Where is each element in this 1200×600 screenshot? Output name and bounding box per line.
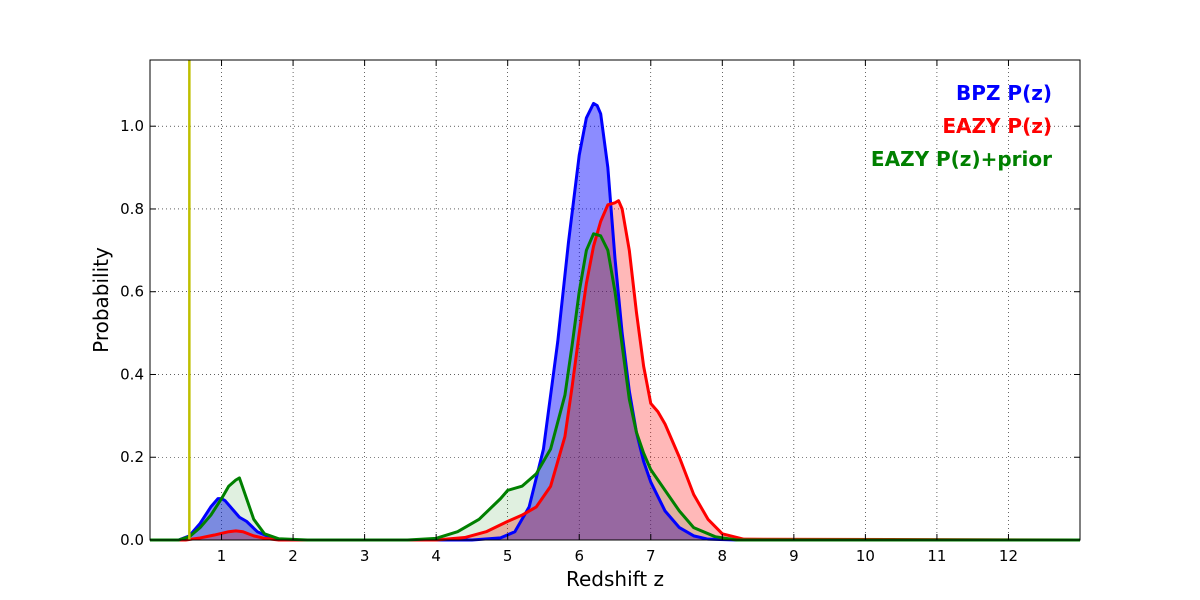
series-fill-1 [150, 200, 1080, 540]
legend-entry-bpz: BPZ P(z) [956, 81, 1052, 105]
series-fill-2 [150, 233, 1080, 541]
series-fills [150, 103, 1080, 541]
legend-entry-eazy: EAZY P(z) [942, 114, 1052, 138]
y-tick-label: 0.8 [120, 200, 144, 218]
y-tick-label: 0.4 [120, 365, 144, 383]
plot-frame [149, 59, 1081, 541]
legend-entry-eazy-prior: EAZY P(z)+prior [871, 147, 1052, 171]
x-tick-label: 4 [431, 547, 441, 565]
series-line-0 [150, 101, 1080, 542]
y-tick-label: 0.6 [120, 283, 144, 301]
x-tick-label: 5 [503, 547, 513, 565]
x-tick-label: 3 [360, 547, 370, 565]
ticks: 1 2 3 4 5 6 7 8 9 10 11 120.00.20.40.60.81.0 [120, 60, 1080, 565]
x-tick-label: 9 [789, 547, 799, 565]
y-tick-label: 0.2 [120, 448, 144, 466]
x-tick-label: 10 [856, 547, 875, 565]
series-line-2 [150, 232, 1080, 542]
x-tick-label: 12 [999, 547, 1018, 565]
legend: BPZ P(z) EAZY P(z) EAZY P(z)+prior [871, 81, 1052, 171]
x-tick-label: 11 [927, 547, 946, 565]
x-tick-label: 2 [288, 547, 298, 565]
x-axis-label: Redshift z [566, 567, 664, 591]
x-tick-label: 8 [718, 547, 728, 565]
y-axis-label: Probability [89, 247, 113, 353]
series-lines [150, 101, 1081, 542]
x-tick-label: 6 [574, 547, 584, 565]
y-tick-label: 0.0 [120, 531, 144, 549]
y-tick-label: 1.0 [120, 117, 144, 135]
series-fill-0 [150, 103, 1080, 540]
x-tick-label: 7 [646, 547, 656, 565]
series-line-1 [150, 199, 1081, 542]
x-tick-label: 1 [217, 547, 227, 565]
